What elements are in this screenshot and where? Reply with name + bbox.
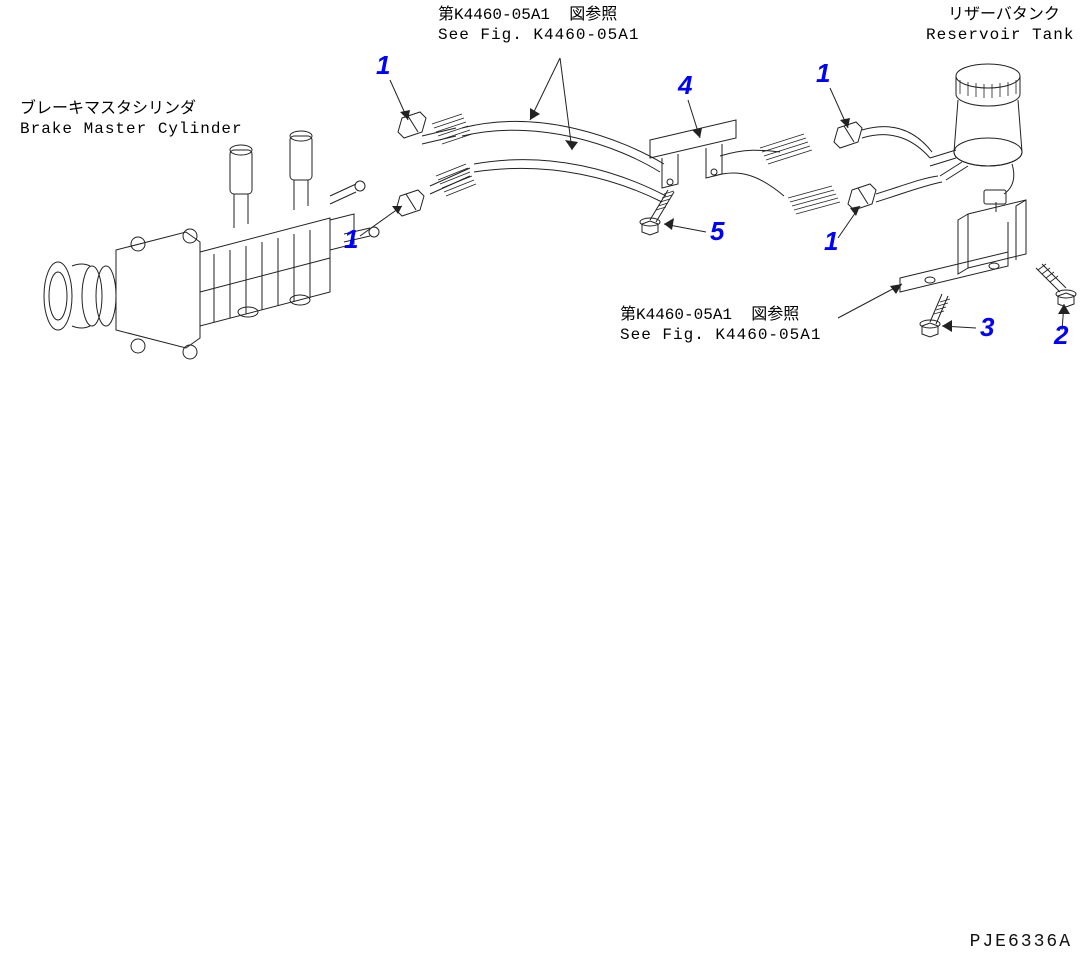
brake-master-cylinder [44, 131, 379, 359]
bolt-2 [1036, 264, 1076, 307]
callout-1c[interactable]: 1 [816, 58, 830, 89]
clamp-1d [848, 184, 876, 210]
bolt-3 [920, 294, 950, 337]
diagram-canvas: ブレーキマスタシリンダ Brake Master Cylinder リザーバタン… [0, 0, 1090, 966]
label-seefig-top-en: See Fig. K4460-05A1 [438, 26, 639, 45]
clamp-1a [398, 112, 426, 138]
label-brake-master-jp: ブレーキマスタシリンダ [20, 100, 196, 119]
callout-5[interactable]: 5 [710, 216, 724, 247]
relay-assy [900, 200, 1026, 292]
label-seefig-top-jp: 第K4460-05A1 図参照 [438, 6, 617, 25]
callout-1a[interactable]: 1 [376, 50, 390, 81]
label-reservoir-jp: リザーバタンク [948, 6, 1060, 25]
label-brake-master-en: Brake Master Cylinder [20, 120, 243, 139]
callout-3[interactable]: 3 [980, 312, 994, 343]
leaders [360, 58, 1070, 332]
diagram-svg [0, 0, 1090, 966]
callout-2[interactable]: 2 [1054, 320, 1068, 351]
label-seefig-bot-en: See Fig. K4460-05A1 [620, 326, 821, 345]
clamp-1b [396, 190, 424, 216]
drawing-code: PJE6336A [970, 932, 1072, 952]
bolt-5 [640, 190, 674, 235]
callout-1d[interactable]: 1 [824, 226, 838, 257]
reservoir-tank [862, 64, 1022, 204]
label-reservoir-en: Reservoir Tank [926, 26, 1074, 45]
label-seefig-bot-jp: 第K4460-05A1 図参照 [620, 306, 799, 325]
callout-4[interactable]: 4 [678, 70, 692, 101]
hoses [422, 121, 840, 214]
callout-1b[interactable]: 1 [344, 224, 358, 255]
